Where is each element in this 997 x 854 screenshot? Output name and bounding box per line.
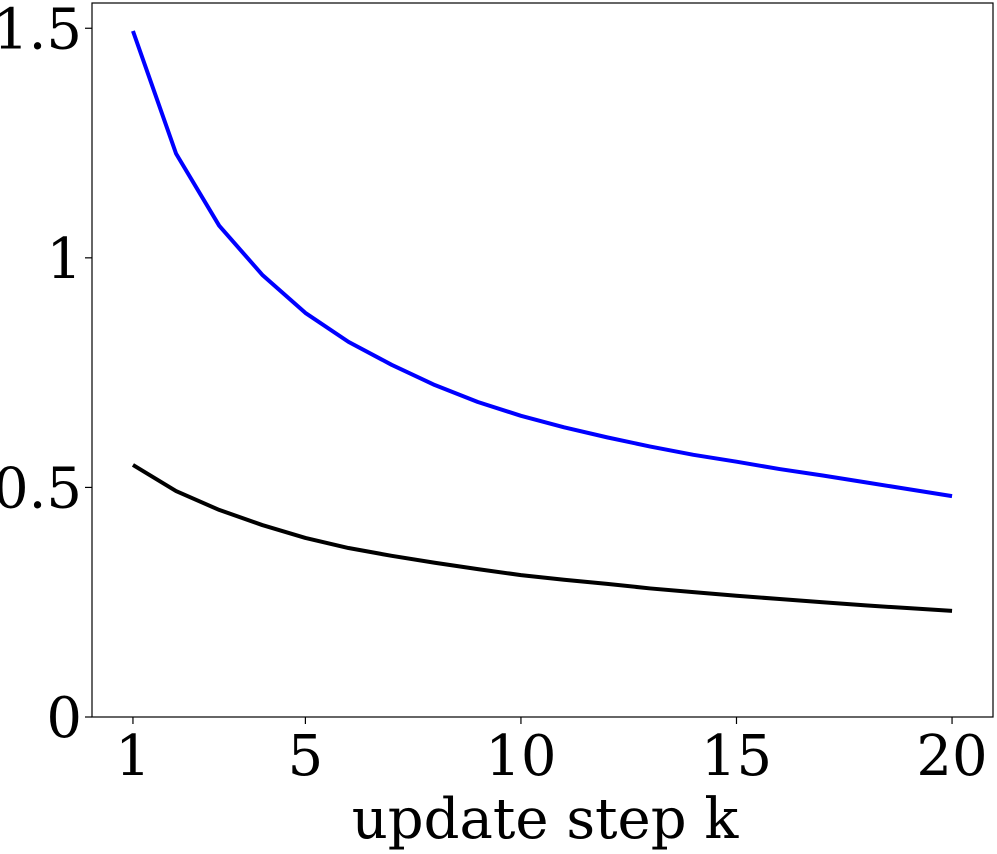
x-tick-label: 20 [916,724,987,789]
x-tick-label: 1 [115,724,151,789]
series-line [131,463,953,613]
y-tick-label: 0 [46,686,82,751]
y-tick-label: 1.5 [0,0,82,62]
series-line [131,30,953,499]
x-tick-label: 15 [701,724,772,789]
x-axis-label: update step k [352,787,740,852]
x-tick-label: 10 [485,724,556,789]
y-tick-label: 0.5 [0,456,82,521]
y-tick-label: 1 [46,227,82,292]
plot-frame [91,2,994,718]
x-tick-label: 5 [288,724,324,789]
